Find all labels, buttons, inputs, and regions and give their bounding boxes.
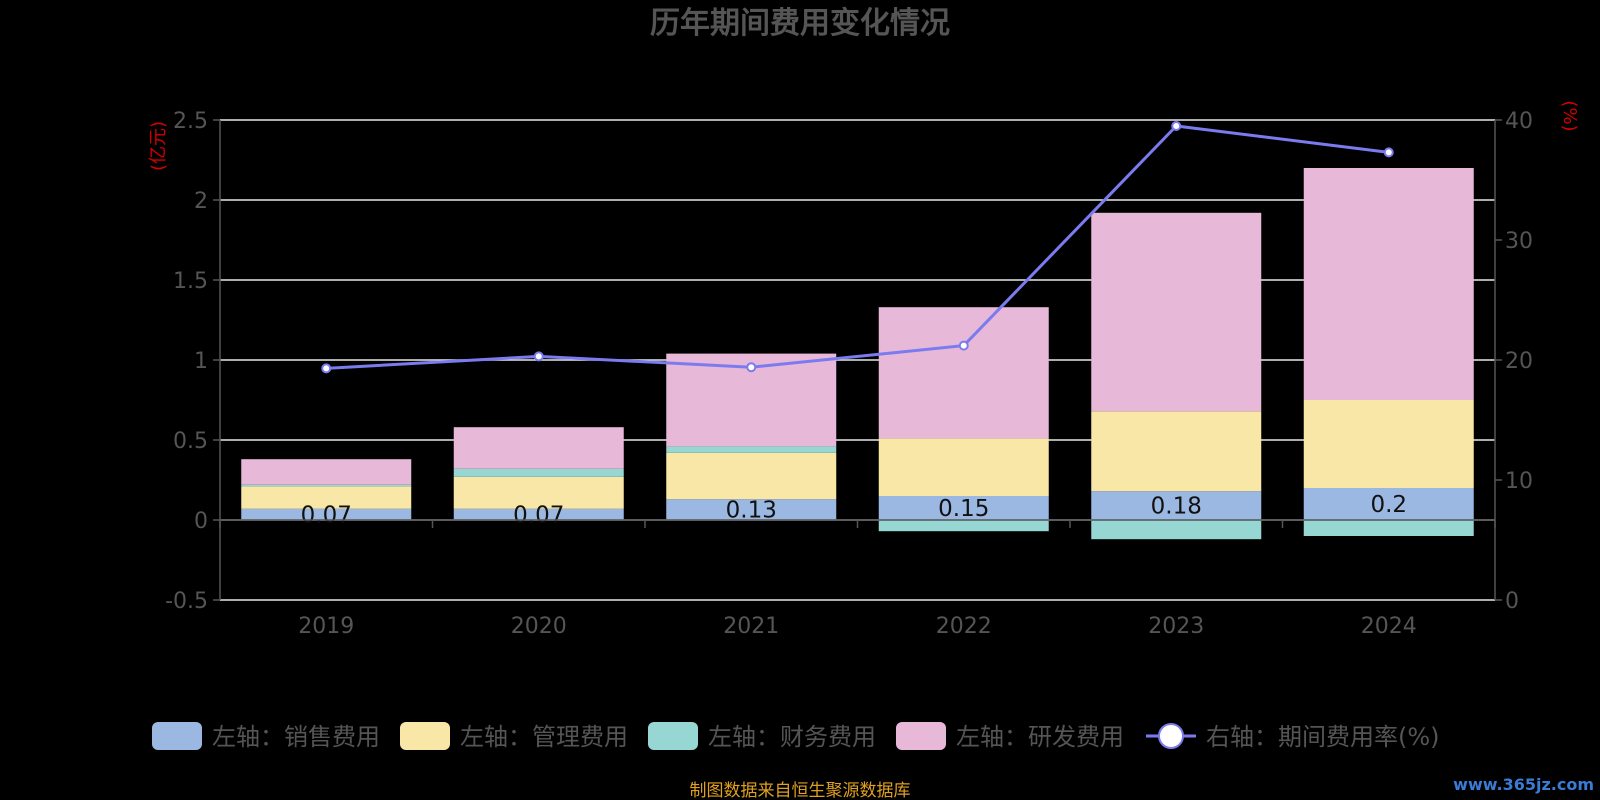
bar bbox=[453, 476, 624, 509]
right-tick-label: 10 bbox=[1505, 469, 1533, 494]
bar-value-label: 0.07 bbox=[301, 502, 352, 528]
axes: -0.5 0 0.5 1 1.5 2 2.5 0 10 20 30 40 2019 2020 2021 202… bbox=[165, 109, 1533, 639]
bar bbox=[666, 446, 837, 453]
left-axis-unit: (亿元) bbox=[148, 121, 169, 171]
legend-swatch bbox=[896, 722, 946, 750]
legend-label: 左轴：管理费用 bbox=[460, 723, 628, 751]
category-label: 2020 bbox=[511, 614, 567, 639]
bar bbox=[1091, 520, 1262, 540]
category-label: 2023 bbox=[1148, 614, 1204, 639]
rate-point bbox=[1171, 121, 1182, 131]
left-tick-label: 1 bbox=[194, 349, 208, 374]
legend: 左轴：销售费用 左轴：管理费用 左轴：财务费用 左轴：研发费用 右轴：期间费用率(%) bbox=[152, 722, 1440, 751]
bar bbox=[878, 307, 1049, 439]
left-tick-label: 2.5 bbox=[173, 109, 208, 134]
source-text: 制图数据来自恒生聚源数据库 bbox=[690, 781, 911, 800]
bar bbox=[241, 484, 412, 487]
bar-value-label: 0.18 bbox=[1151, 494, 1202, 520]
bar bbox=[453, 427, 624, 469]
legend-label: 左轴：销售费用 bbox=[212, 723, 380, 751]
rate-point bbox=[533, 351, 544, 362]
category-label: 2021 bbox=[723, 614, 779, 639]
legend-label: 左轴：财务费用 bbox=[708, 723, 876, 751]
legend-swatch bbox=[648, 722, 698, 750]
left-tick-label: -0.5 bbox=[165, 589, 208, 614]
rate-point bbox=[958, 340, 969, 351]
legend-swatch bbox=[400, 722, 450, 750]
right-tick-label: 30 bbox=[1505, 229, 1533, 254]
rate-point bbox=[321, 363, 332, 374]
chart-title: 历年期间费用变化情况 bbox=[650, 6, 950, 41]
bars: 0.07 0.07 0.13 0.15 0.18 0.2 bbox=[241, 168, 1474, 540]
right-tick-label: 40 bbox=[1505, 109, 1533, 134]
bar bbox=[453, 468, 624, 477]
category-label: 2022 bbox=[936, 614, 992, 639]
bar bbox=[1303, 400, 1474, 488]
left-tick-label: 0 bbox=[194, 509, 208, 534]
bar bbox=[666, 499, 837, 520]
left-tick-label: 0.5 bbox=[173, 429, 208, 454]
left-tick-label: 2 bbox=[194, 189, 208, 214]
legend-line-marker bbox=[1158, 723, 1184, 749]
bar bbox=[666, 452, 837, 500]
rate-point bbox=[1383, 147, 1394, 158]
bar bbox=[241, 459, 412, 485]
right-axis-unit: (%) bbox=[1559, 100, 1580, 131]
rate-line-path bbox=[326, 124, 1389, 370]
bar bbox=[241, 486, 412, 509]
watermark: www.365jz.com bbox=[1453, 775, 1594, 794]
bar bbox=[241, 508, 412, 520]
bar-value-label: 0.07 bbox=[513, 502, 564, 528]
bar bbox=[1303, 168, 1474, 400]
bar bbox=[1303, 488, 1474, 520]
legend-label: 右轴：期间费用率(%) bbox=[1206, 723, 1440, 751]
category-label: 2019 bbox=[298, 614, 354, 639]
bar bbox=[878, 520, 1049, 532]
bar bbox=[878, 438, 1049, 496]
right-tick-label: 0 bbox=[1505, 589, 1519, 614]
category-label: 2024 bbox=[1361, 614, 1417, 639]
left-tick-label: 1.5 bbox=[173, 269, 208, 294]
bar-value-label: 0.15 bbox=[938, 496, 989, 522]
bar bbox=[453, 508, 624, 520]
bar bbox=[1091, 212, 1262, 412]
bar-value-label: 0.2 bbox=[1370, 492, 1407, 518]
bar bbox=[1091, 491, 1262, 520]
legend-swatch bbox=[152, 722, 202, 750]
rate-line bbox=[321, 121, 1394, 374]
bar bbox=[1091, 411, 1262, 492]
right-tick-label: 20 bbox=[1505, 349, 1533, 374]
legend-label: 左轴：研发费用 bbox=[956, 723, 1124, 751]
bar bbox=[878, 496, 1049, 520]
rate-point bbox=[746, 362, 757, 373]
bar bbox=[1303, 520, 1474, 536]
